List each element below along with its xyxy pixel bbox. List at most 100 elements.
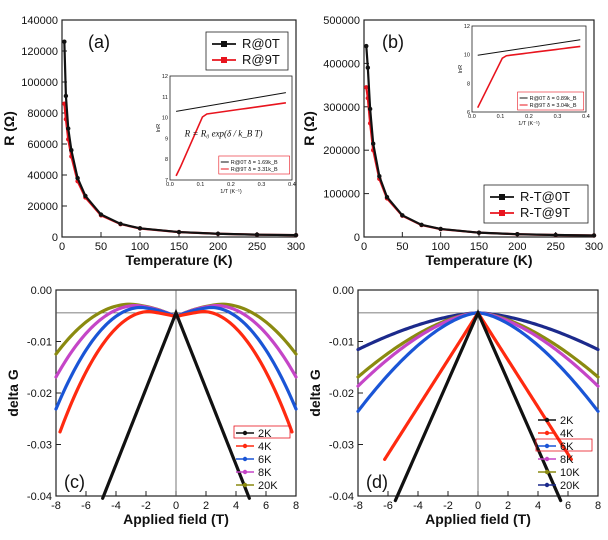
data-point — [75, 175, 80, 181]
legend-label: 8K — [560, 454, 574, 466]
data-point — [176, 229, 182, 235]
legend-marker — [544, 417, 550, 423]
inset-y-tick: 6 — [467, 110, 470, 116]
data-point — [293, 232, 299, 238]
data-point — [400, 213, 405, 218]
y-tick-label: 0.00 — [31, 285, 52, 297]
y-tick-label: 200000 — [323, 145, 360, 157]
panel-3: -8 -6 -4 -2 0 2 4 6 8 -0.04 -0.03 -0.02 -0.01 0.00 App… — [307, 285, 601, 527]
y-tick-label: 400000 — [323, 58, 360, 70]
inset-x-tick: 0.0 — [468, 114, 476, 120]
inset-x-tick: 0.0 — [166, 182, 174, 188]
legend-label: 10K — [560, 467, 580, 479]
data-point — [365, 65, 371, 70]
inset-formula: R = R₀ exp(δ / k_B T) — [184, 128, 263, 138]
y-tick-label: -0.01 — [27, 337, 52, 349]
y-tick-label: 100000 — [323, 189, 360, 201]
legend-label: R-T@9T — [520, 205, 570, 220]
data-point — [367, 106, 373, 112]
data-point — [515, 231, 520, 237]
legend-label: 2K — [560, 415, 574, 427]
legend-marker — [544, 469, 550, 475]
data-point — [553, 232, 558, 238]
data-point — [591, 233, 597, 238]
y-tick-label: 120000 — [21, 46, 58, 58]
inset-y-tick: 7 — [165, 178, 168, 184]
data-point — [98, 212, 104, 217]
inset-plot: 0.0 0.1 0.2 0.3 0.4 7 8 9 10 11 12 1/T (K⁻¹) lnR R = … — [156, 74, 296, 195]
y-tick-label: -0.03 — [329, 440, 354, 452]
x-tick-label: 0 — [475, 500, 481, 512]
legend-marker — [242, 456, 248, 462]
inset-x-tick: 0.4 — [582, 114, 590, 120]
curve-2K — [393, 308, 563, 503]
y-tick-label: 0.00 — [333, 285, 354, 297]
legend-marker — [544, 430, 550, 436]
x-tick-label: 300 — [585, 241, 603, 253]
legend-marker — [499, 210, 505, 216]
inset-legend-box — [517, 91, 585, 111]
data-point — [66, 126, 71, 131]
inset-x-tick: 0.4 — [288, 182, 296, 188]
inset-red-curve — [175, 101, 287, 177]
x-axis-label: Temperature (K) — [425, 252, 532, 268]
data-point — [118, 221, 123, 227]
legend-marker — [242, 430, 248, 436]
inset-y-tick: 8 — [165, 157, 168, 163]
inset-y-tick: 10 — [464, 53, 470, 59]
x-tick-label: -2 — [141, 500, 151, 512]
inset-x-tick: 0.2 — [227, 182, 235, 188]
inset-x-tick: 0.3 — [258, 182, 266, 188]
inset-plot: 0.0 0.1 0.2 0.3 0.4 6 8 10 12 1/T (K⁻¹) lnR R@0T δ … — [458, 24, 590, 127]
x-tick-label: 6 — [263, 500, 269, 512]
panel-2: -8 -6 -4 -2 0 2 4 6 8 -0.04 -0.03 -0.02 -0.01 0.00 App… — [5, 285, 299, 527]
legend-label: R-T@0T — [520, 189, 570, 204]
y-tick-label: 500000 — [323, 15, 360, 27]
legend-box — [483, 184, 589, 224]
inset-y-label: lnR — [458, 65, 464, 73]
y-tick-label: -0.04 — [329, 491, 354, 503]
legend-marker — [242, 469, 248, 475]
legend-label: 4K — [560, 428, 574, 440]
inset-x-tick: 0.2 — [525, 114, 533, 120]
x-tick-label: -8 — [51, 500, 61, 512]
panel-letter: (a) — [88, 32, 110, 52]
x-tick-label: 100 — [431, 241, 449, 253]
x-tick-label: 6 — [565, 500, 571, 512]
legend-label: R@0T — [242, 36, 280, 51]
x-tick-label: 2 — [203, 500, 209, 512]
inset-x-tick: 0.1 — [197, 182, 205, 188]
legend-marker — [499, 194, 505, 200]
data-point — [419, 222, 424, 228]
x-tick-label: 0 — [59, 241, 65, 253]
legend-highlight — [535, 438, 593, 452]
data-point — [63, 93, 69, 99]
inset-legend-label: R@9T δ = 3.04k_B — [530, 103, 577, 109]
inset-fit-line — [176, 92, 286, 112]
inset-y-label: lnR — [156, 124, 162, 132]
data-point — [69, 148, 74, 153]
x-tick-label: 150 — [470, 241, 488, 253]
data-point — [476, 230, 482, 235]
y-tick-label: 60000 — [27, 139, 58, 151]
x-tick-label: 200 — [209, 241, 227, 253]
x-axis-label: Applied field (T) — [425, 511, 531, 527]
inset-legend-label: R@0T δ = 0.89k_B — [530, 96, 577, 102]
x-tick-label: -2 — [443, 500, 453, 512]
y-tick-label: 300000 — [323, 102, 360, 114]
data-point — [254, 232, 260, 237]
x-tick-label: 8 — [595, 500, 601, 512]
x-tick-label: 250 — [546, 241, 564, 253]
inset-red-curve — [476, 45, 581, 109]
x-tick-label: 0 — [361, 241, 367, 253]
data-point — [377, 174, 382, 179]
data-point — [364, 85, 369, 90]
x-tick-label: -6 — [383, 500, 393, 512]
inset-y-tick: 10 — [162, 116, 168, 122]
data-point — [83, 193, 88, 199]
panel-1: 0 50 100 150 200 250 300 0 100000 200000 300000 400… — [301, 15, 603, 268]
inset-x-label: 1/T (K⁻¹) — [220, 189, 242, 195]
y-tick-label: -0.02 — [329, 388, 354, 400]
data-point — [384, 194, 390, 200]
legend-highlight — [233, 425, 291, 439]
